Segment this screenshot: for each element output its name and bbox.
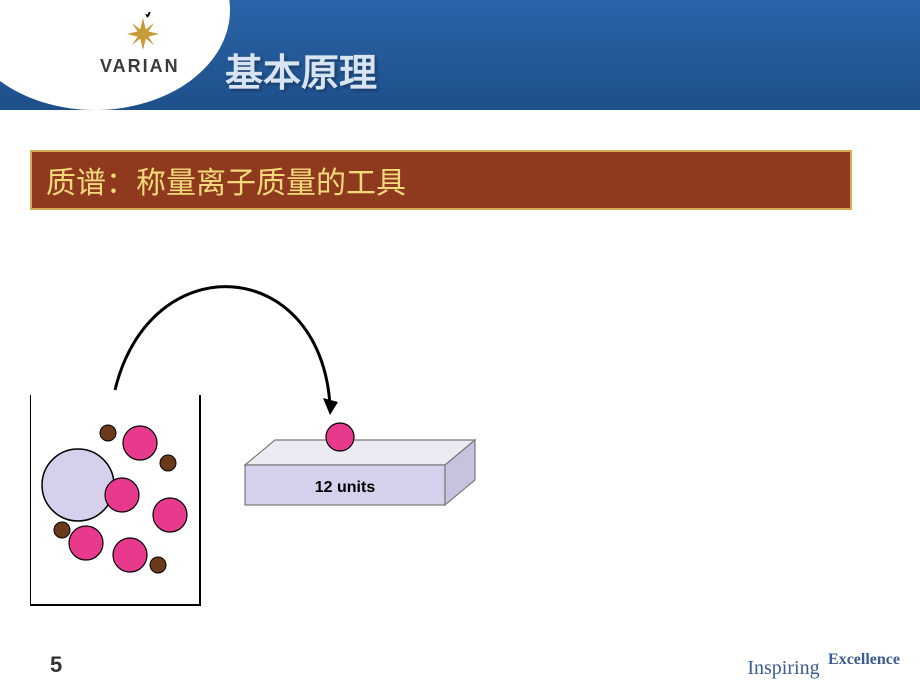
mass-spec-diagram: 12 units xyxy=(30,275,530,625)
arrow-head-icon xyxy=(323,398,338,415)
pink-ion xyxy=(153,498,187,532)
platform-label: 12 units xyxy=(315,479,376,496)
pink-ion xyxy=(123,426,157,460)
star-icon xyxy=(120,12,160,52)
brand-excellence: Excellence xyxy=(828,651,900,669)
pink-ion xyxy=(105,478,139,512)
measured-ion xyxy=(326,423,354,451)
trajectory-arrow xyxy=(115,287,330,405)
balance-platform: 12 units xyxy=(245,440,475,505)
large-ion xyxy=(42,449,114,521)
varian-logo: VARIAN xyxy=(100,12,180,77)
page-number: 5 xyxy=(50,652,62,678)
slide-title: 基本原理 xyxy=(225,42,377,97)
pink-ion xyxy=(113,538,147,572)
brown-ion xyxy=(150,557,166,573)
brown-ion xyxy=(100,425,116,441)
brown-ion xyxy=(54,522,70,538)
brown-ion xyxy=(160,455,176,471)
logo-text: VARIAN xyxy=(100,56,180,77)
subtitle-text: 质谱：称量离子质量的工具 xyxy=(46,158,406,202)
pink-ion xyxy=(69,526,103,560)
footer-brand: Inspiring Excellence xyxy=(747,657,900,680)
brand-inspiring: Inspiring xyxy=(747,657,819,680)
subtitle-bar: 质谱：称量离子质量的工具 xyxy=(30,150,852,210)
